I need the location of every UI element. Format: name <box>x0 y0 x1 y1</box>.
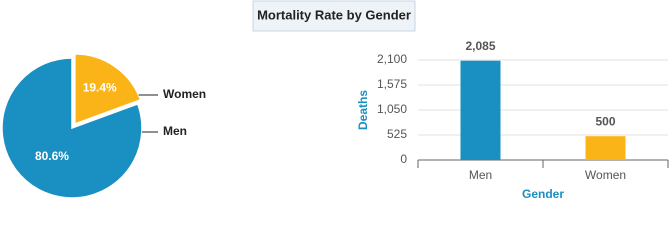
y-tick-label: 0 <box>400 152 407 166</box>
title-box <box>252 0 416 32</box>
x-tick-label: Men <box>469 168 492 182</box>
value-label: 2,085 <box>465 39 495 53</box>
x-axis-label: Gender <box>522 187 564 201</box>
chart-title: Mortality Rate by Gender <box>257 7 411 22</box>
y-tick-label: 2,100 <box>377 52 407 66</box>
y-tick-label: 525 <box>387 127 407 141</box>
y-tick-label: 1,050 <box>377 102 407 116</box>
value-label: 500 <box>595 114 615 128</box>
legend-label: Men <box>163 124 187 138</box>
chart: Mortality Rate by Gender 19.4% Women 80.6%… <box>1 0 669 201</box>
y-axis-label: Deaths <box>356 90 370 130</box>
pie-slice <box>1 57 143 199</box>
x-tick-label: Women <box>585 168 626 182</box>
legend-label: Women <box>163 87 206 101</box>
value-label: 19.4% <box>83 80 117 94</box>
bar <box>585 136 626 160</box>
pie-slice <box>74 53 142 125</box>
value-label: 80.6% <box>35 149 69 163</box>
bar <box>460 60 501 160</box>
y-tick-label: 1,575 <box>377 77 407 91</box>
